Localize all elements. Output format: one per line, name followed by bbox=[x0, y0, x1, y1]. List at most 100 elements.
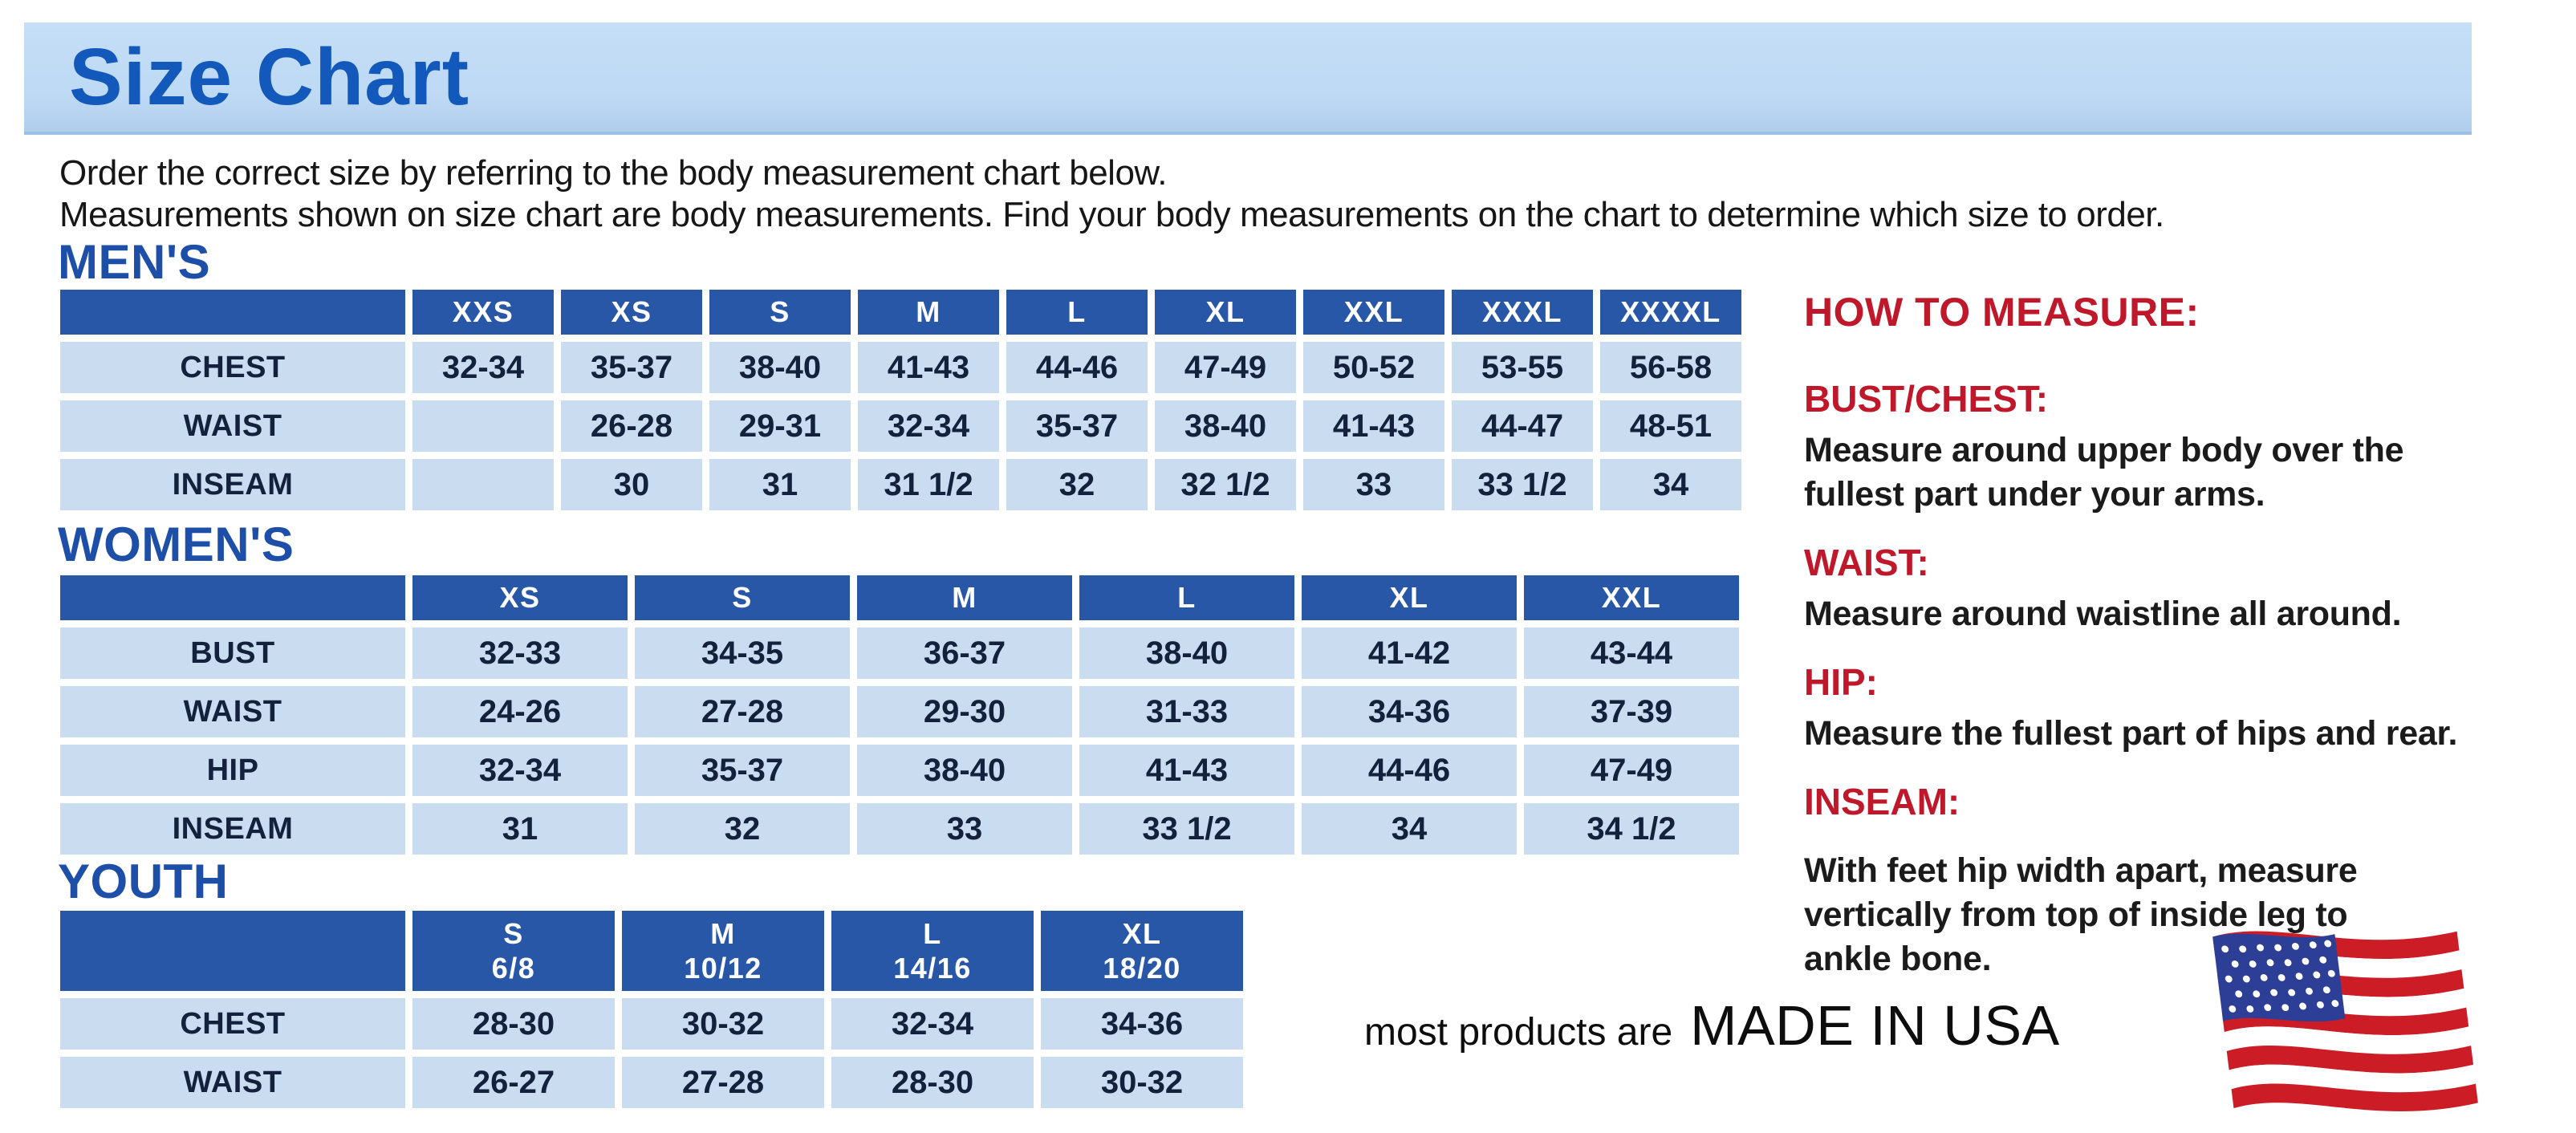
size-cell: 53-55 bbox=[1452, 342, 1593, 393]
made-in-usa-note: most products are MADE IN USA bbox=[1364, 993, 2060, 1058]
table-row: BUST 32-33 34-35 36-37 38-40 41-42 43-44 bbox=[60, 627, 1739, 679]
size-cell: 41-43 bbox=[1303, 400, 1444, 452]
size-cell: 27-28 bbox=[622, 1057, 824, 1108]
size-cell: 38-40 bbox=[1155, 400, 1296, 452]
page-title: Size Chart bbox=[69, 31, 470, 122]
size-cell: 32-34 bbox=[412, 745, 628, 796]
measure-description: Measure the fullest part of hips and rea… bbox=[1804, 714, 2458, 753]
size-cell: 32-34 bbox=[831, 998, 1034, 1050]
header-row: XS S M L XL XXL bbox=[60, 575, 1739, 620]
size-cell: 34-36 bbox=[1041, 998, 1243, 1050]
row-label-header bbox=[60, 575, 405, 620]
size-cell: 33 bbox=[857, 803, 1072, 855]
size-cell: 41-43 bbox=[1079, 745, 1294, 796]
measure-term: BUST/CHEST: bbox=[1804, 378, 2049, 420]
measure-item-waist: WAIST: Measure around waistline all arou… bbox=[1804, 541, 2566, 636]
size-cell: 33 bbox=[1303, 459, 1444, 510]
size-column-header: L bbox=[1079, 575, 1294, 620]
size-cell: 30 bbox=[561, 459, 702, 510]
size-column-header: XXS bbox=[412, 290, 554, 335]
womens-size-table: XS S M L XL XXL BUST 32-33 34-35 36-37 38-40 41-42 4… bbox=[53, 568, 1746, 862]
size-cell: 24-26 bbox=[412, 686, 628, 737]
size-column-header: M 10/12 bbox=[622, 911, 824, 991]
table-row: CHEST 28-30 30-32 32-34 34-36 bbox=[60, 998, 1243, 1050]
size-column-header: M bbox=[857, 575, 1072, 620]
row-label: WAIST bbox=[60, 686, 405, 737]
size-cell: 34 1/2 bbox=[1524, 803, 1739, 855]
size-column-header: XXXL bbox=[1452, 290, 1593, 335]
table-row: HIP 32-34 35-37 38-40 41-43 44-46 47-49 bbox=[60, 745, 1739, 796]
size-cell: 44-46 bbox=[1302, 745, 1517, 796]
size-cell: 28-30 bbox=[831, 1057, 1034, 1108]
made-in-usa-text: MADE IN USA bbox=[1690, 994, 2060, 1057]
us-flag-icon bbox=[2212, 931, 2478, 1111]
size-cell: 31 bbox=[412, 803, 628, 855]
size-column-header: XL 18/20 bbox=[1041, 911, 1243, 991]
measure-item-hip: HIP: Measure the fullest part of hips an… bbox=[1804, 660, 2566, 756]
section-heading-mens: MEN'S bbox=[58, 235, 211, 289]
size-cell: 31 bbox=[709, 459, 851, 510]
size-cell: 34 bbox=[1302, 803, 1517, 855]
size-cell: 30-32 bbox=[622, 998, 824, 1050]
size-cell: 41-42 bbox=[1302, 627, 1517, 679]
table-row: INSEAM 31 32 33 33 1/2 34 34 1/2 bbox=[60, 803, 1739, 855]
size-column-header: XS bbox=[412, 575, 628, 620]
size-cell: 32-33 bbox=[412, 627, 628, 679]
size-cell: 56-58 bbox=[1600, 342, 1741, 393]
size-column-header: L bbox=[1006, 290, 1148, 335]
size-column-header: S bbox=[709, 290, 851, 335]
measure-term: HIP: bbox=[1804, 661, 1878, 704]
size-cell: 30-32 bbox=[1041, 1057, 1243, 1108]
size-cell: 38-40 bbox=[709, 342, 851, 393]
table-row: WAIST 26-28 29-31 32-34 35-37 38-40 41-43 44-47… bbox=[60, 400, 1741, 452]
size-cell: 36-37 bbox=[857, 627, 1072, 679]
measure-description: Measure around waistline all around. bbox=[1804, 595, 2402, 634]
size-cell: 27-28 bbox=[635, 686, 850, 737]
page-banner: Size Chart bbox=[24, 22, 2472, 135]
size-cell: 26-28 bbox=[561, 400, 702, 452]
size-cell: 38-40 bbox=[857, 745, 1072, 796]
size-cell: 44-47 bbox=[1452, 400, 1593, 452]
size-column-header: XL bbox=[1155, 290, 1296, 335]
size-cell: 31-33 bbox=[1079, 686, 1294, 737]
table-row: INSEAM 30 31 31 1/2 32 32 1/2 33 33 1/2 34 bbox=[60, 459, 1741, 510]
measure-item-bust-chest: BUST/CHEST: Measure around upper body ov… bbox=[1804, 377, 2566, 517]
size-cell: 44-46 bbox=[1006, 342, 1148, 393]
size-cell: 33 1/2 bbox=[1079, 803, 1294, 855]
size-cell: 34-36 bbox=[1302, 686, 1517, 737]
size-cell: 31 1/2 bbox=[858, 459, 999, 510]
size-column-header: L 14/16 bbox=[831, 911, 1034, 991]
measure-item-inseam: INSEAM: With feet hip width apart, measu… bbox=[1804, 780, 2566, 981]
row-label: WAIST bbox=[60, 1057, 405, 1108]
measure-term: INSEAM: bbox=[1804, 781, 1960, 823]
measure-description: Measure around upper body over the fulle… bbox=[1804, 431, 2404, 514]
measure-description: With feet hip width apart, measure verti… bbox=[1804, 851, 2358, 979]
row-label: CHEST bbox=[60, 342, 405, 393]
mens-size-table: XXS XS S M L XL XXL XXXL XXXXL CHEST 32-34 35-37 38-… bbox=[53, 282, 1749, 518]
size-column-header: XXL bbox=[1524, 575, 1739, 620]
size-column-header: S 6/8 bbox=[412, 911, 615, 991]
size-column-header: XS bbox=[561, 290, 702, 335]
size-cell: 35-37 bbox=[1006, 400, 1148, 452]
size-cell: 47-49 bbox=[1155, 342, 1296, 393]
row-label: WAIST bbox=[60, 400, 405, 452]
size-cell: 32 bbox=[635, 803, 850, 855]
row-label-header bbox=[60, 290, 405, 335]
size-cell: 32-34 bbox=[858, 400, 999, 452]
header-row: XXS XS S M L XL XXL XXXL XXXXL bbox=[60, 290, 1741, 335]
size-cell: 43-44 bbox=[1524, 627, 1739, 679]
size-cell: 35-37 bbox=[561, 342, 702, 393]
table-row: WAIST 26-27 27-28 28-30 30-32 bbox=[60, 1057, 1243, 1108]
row-label: INSEAM bbox=[60, 459, 405, 510]
intro-text: Order the correct size by referring to t… bbox=[59, 152, 2164, 236]
size-column-header: XXXXL bbox=[1600, 290, 1741, 335]
size-cell: 38-40 bbox=[1079, 627, 1294, 679]
size-cell bbox=[412, 459, 554, 510]
made-in-prefix-text: most products are bbox=[1364, 1011, 1673, 1054]
size-cell: 37-39 bbox=[1524, 686, 1739, 737]
size-cell: 50-52 bbox=[1303, 342, 1444, 393]
row-label: BUST bbox=[60, 627, 405, 679]
measure-term: WAIST: bbox=[1804, 542, 1929, 584]
size-column-header: S bbox=[635, 575, 850, 620]
header-row: S 6/8 M 10/12 L 14/16 XL 18/20 bbox=[60, 911, 1243, 991]
